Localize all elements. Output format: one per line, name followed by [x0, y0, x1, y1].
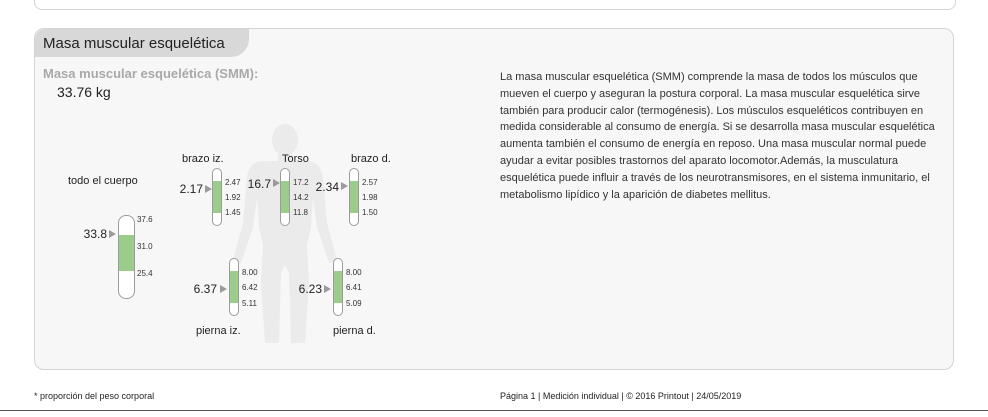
- right-arm-normal-range: [350, 181, 358, 213]
- left-arm-bar: [212, 168, 222, 226]
- whole-body-upper-tick: 37.6: [137, 215, 153, 224]
- right-leg-arrow-icon: [324, 285, 331, 293]
- left-leg-value: 6.37: [193, 282, 217, 296]
- whole-body-label: todo el cuerpo: [68, 175, 138, 187]
- footer-note: * proporción del peso corporal: [34, 391, 155, 401]
- right-leg-bar: [333, 258, 343, 316]
- left-arm-mid-tick: 1.92: [225, 193, 241, 202]
- torso-arrow-icon: [273, 179, 280, 187]
- torso-lower-tick: 11.8: [293, 208, 308, 217]
- left-leg-lower-tick: 5.11: [242, 299, 257, 308]
- right-arm-bar: [349, 168, 359, 226]
- whole-body-lower-tick: 25.4: [137, 269, 153, 278]
- left-leg-bar: [229, 258, 239, 316]
- left-arm-label: brazo iz.: [182, 153, 224, 165]
- torso-mid-tick: 14.2: [293, 193, 309, 202]
- right-arm-lower-tick: 1.50: [362, 208, 378, 217]
- right-arm-value: 2.34: [315, 180, 339, 194]
- left-arm-upper-tick: 2.47: [225, 178, 241, 187]
- whole-body-bar: [118, 215, 135, 299]
- left-arm-value: 2.17: [179, 182, 203, 196]
- right-arm-upper-tick: 2.57: [362, 178, 378, 187]
- whole-body-value: 33.8: [83, 227, 107, 241]
- torso-upper-tick: 17.2: [293, 178, 309, 187]
- right-arm-mid-tick: 1.98: [362, 193, 378, 202]
- left-leg-label: pierna iz.: [196, 325, 241, 337]
- left-leg-upper-tick: 8.00: [242, 268, 258, 277]
- torso-label: Torso: [282, 153, 309, 165]
- right-leg-lower-tick: 5.09: [346, 299, 362, 308]
- torso-value: 16.7: [247, 177, 271, 191]
- left-leg-mid-tick: 6.42: [242, 283, 258, 292]
- previous-section-card: [34, 0, 956, 10]
- left-leg-normal-range: [230, 271, 238, 303]
- skeletal-muscle-section: Masa muscular esquelética Masa muscular …: [34, 28, 954, 370]
- whole-body-arrow-icon: [109, 230, 116, 238]
- right-arm-label: brazo d.: [351, 153, 391, 165]
- torso-normal-range: [281, 181, 289, 213]
- left-leg-arrow-icon: [220, 285, 227, 293]
- left-arm-normal-range: [213, 181, 221, 213]
- right-leg-upper-tick: 8.00: [346, 268, 362, 277]
- smm-value: 33.76 kg: [57, 84, 111, 100]
- right-arm-arrow-icon: [341, 182, 348, 190]
- whole-body-mid-tick: 31.0: [137, 242, 153, 251]
- bottom-divider: [0, 410, 988, 411]
- torso-bar: [280, 168, 290, 226]
- section-tab: Masa muscular esquelética: [35, 29, 249, 57]
- footer-page-info: Página 1 | Medición individual | © 2016 …: [500, 391, 742, 401]
- right-leg-normal-range: [334, 271, 342, 303]
- right-leg-label: pierna d.: [333, 325, 376, 337]
- section-title: Masa muscular esquelética: [43, 35, 225, 52]
- left-arm-arrow-icon: [205, 185, 212, 193]
- right-leg-mid-tick: 6.41: [346, 283, 362, 292]
- smm-description: La masa muscular esquelética (SMM) compr…: [500, 71, 935, 201]
- right-leg-value: 6.23: [298, 282, 322, 296]
- body-silhouette-icon: [233, 124, 337, 343]
- smm-label: Masa muscular esquelética (SMM):: [43, 66, 259, 81]
- left-arm-lower-tick: 1.45: [225, 208, 241, 217]
- whole-body-normal-range: [119, 235, 134, 271]
